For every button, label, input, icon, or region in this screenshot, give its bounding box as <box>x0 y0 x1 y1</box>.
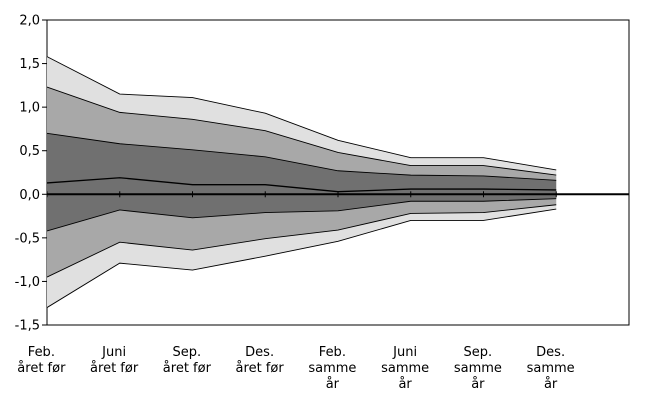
boundary-line-6 <box>46 204 557 278</box>
band-middle-lower <box>47 198 557 278</box>
x-tick-label-line: år <box>398 377 412 392</box>
y-tick-label: 0,0 <box>19 188 40 203</box>
x-tick-label: Juni året før <box>90 345 139 376</box>
y-tick-label: -1,0 <box>15 275 40 290</box>
x-tick-label-line: Feb. <box>319 345 346 360</box>
x-tick-label-line: år <box>471 377 485 392</box>
y-tick-label: -1,5 <box>15 319 40 334</box>
x-tick-label-line: året før <box>163 361 212 376</box>
band-middle-upper <box>47 87 557 181</box>
x-tick-label-line: Feb. <box>28 345 55 360</box>
x-tick-label-line: år <box>326 377 340 392</box>
band-inner-upper <box>47 133 557 192</box>
y-tick-label: -0,5 <box>15 231 40 246</box>
y-tick-label: 0,5 <box>19 144 40 159</box>
x-tick-label: Feb. året før <box>17 345 66 376</box>
x-tick-label: Sep. året før <box>163 345 212 376</box>
x-tick-label-line: samme <box>308 361 356 376</box>
x-tick-label-line: året før <box>236 361 285 376</box>
boundary-line-2 <box>46 86 557 176</box>
band-inner-lower <box>47 177 557 231</box>
x-tick-label-line: samme <box>527 361 575 376</box>
band-outer-lower <box>47 204 557 308</box>
x-tick-label-line: samme <box>454 361 502 376</box>
x-tick-label-line: året før <box>90 361 139 376</box>
y-tick-label: 1,5 <box>19 57 40 72</box>
boundary-line-3 <box>46 132 557 181</box>
x-tick-label: Juni samme år <box>381 345 429 392</box>
x-tick-label: Feb. samme år <box>308 345 356 392</box>
x-tick-label: Des. året før <box>236 345 285 376</box>
y-tick-label: 2,0 <box>19 14 40 29</box>
x-tick-label-line: året før <box>17 361 66 376</box>
x-tick-label-line: Des. <box>536 345 565 360</box>
x-tick-label-line: Juni <box>392 345 417 360</box>
central-line <box>46 177 557 193</box>
x-tick-label-line: år <box>544 377 558 392</box>
x-tick-label-line: Sep. <box>173 345 202 360</box>
y-tick-label: 1,0 <box>19 101 40 116</box>
band-outer-upper <box>47 56 557 176</box>
boundary-line-5 <box>46 198 557 232</box>
x-tick-label: Sep. samme år <box>454 345 502 392</box>
boundary-line-7 <box>46 208 557 308</box>
x-tick-label-line: samme <box>381 361 429 376</box>
x-tick-label: Des. samme år <box>527 345 575 392</box>
x-tick-label-line: Sep. <box>464 345 493 360</box>
boundary-line-1 <box>46 56 557 171</box>
x-tick-label-line: Juni <box>101 345 126 360</box>
x-tick-label-line: Des. <box>245 345 274 360</box>
